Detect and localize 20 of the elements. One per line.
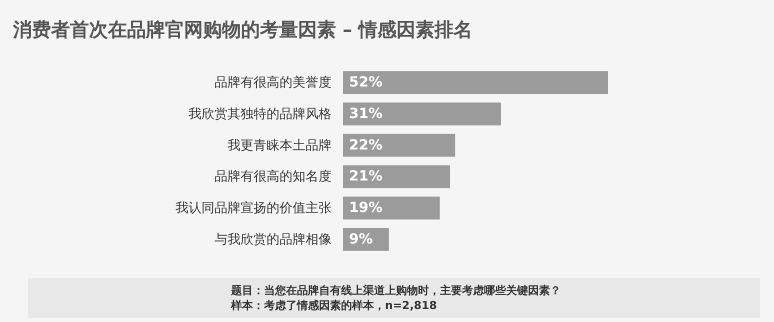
data-label: 52%	[349, 74, 383, 91]
y-tick-label: 我欣赏其独特的品牌风格	[188, 106, 332, 122]
data-label: 22%	[349, 137, 383, 154]
text: 样本：考虑了情感因素的样本，n=2,818	[230, 299, 437, 312]
bar	[343, 71, 608, 94]
bar	[343, 196, 440, 220]
data-label: 31%	[349, 106, 383, 122]
bar	[343, 134, 456, 157]
data-label: 19%	[349, 200, 383, 216]
y-tick-label: 与我欣赏的品牌相像	[214, 232, 332, 248]
data-label: 21%	[349, 168, 383, 185]
y-tick-label: 我认同品牌宣扬的价值主张	[176, 200, 332, 216]
bar	[343, 102, 501, 126]
y-tick-label: 我更青睐本土品牌	[228, 138, 332, 154]
text: 题目：当您在品牌自有线上渠道上购物时，主要考虑哪些关键因素？	[230, 284, 561, 297]
y-tick-label: 品牌有很高的美誉度	[214, 74, 332, 91]
data-label: 9%	[349, 231, 373, 248]
chart-title: 消费者首次在品牌官网购物的考量因素 – 情感因素排名	[12, 19, 473, 41]
y-tick-label: 品牌有很高的知名度	[214, 168, 332, 185]
bar	[343, 165, 450, 188]
